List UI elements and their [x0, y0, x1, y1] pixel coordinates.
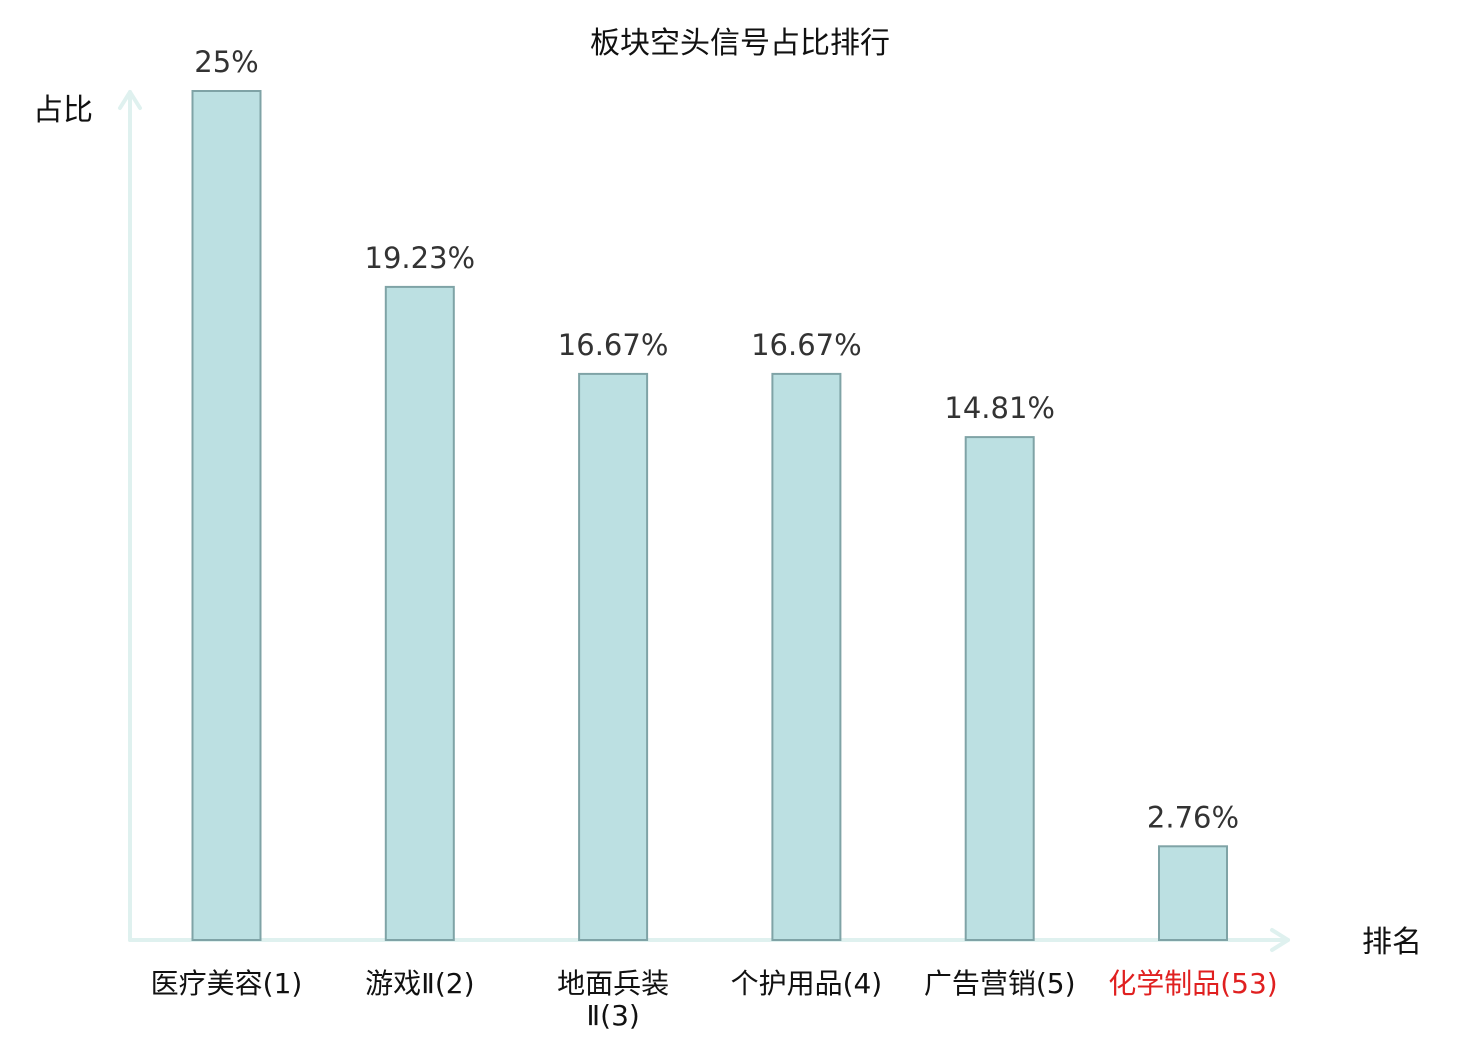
- x-tick-label: 广告营销(5): [924, 967, 1076, 1000]
- x-tick-label-line: Ⅱ(3): [586, 999, 639, 1032]
- x-tick-label-line: 广告营销(5): [924, 967, 1076, 1000]
- bar-value-label: 2.76%: [1147, 800, 1239, 834]
- x-tick-label-line: 医疗美容(1): [151, 967, 303, 1000]
- x-tick-label: 游戏Ⅱ(2): [365, 967, 474, 1000]
- x-tick-label-line: 游戏Ⅱ(2): [365, 967, 474, 1000]
- bar: [1158, 845, 1228, 941]
- x-tick-label-line: 地面兵装: [557, 967, 669, 1000]
- x-tick-label: 个护用品(4): [731, 967, 883, 1000]
- chart-title: 板块空头信号占比排行: [590, 26, 890, 61]
- bar-value-label: 16.67%: [558, 328, 669, 362]
- x-tick-label: 地面兵装 Ⅱ(3): [557, 967, 669, 1032]
- x-tick-label-group: 医疗美容(1) 游戏Ⅱ(2) 地面兵装 Ⅱ(3) 个护用品(4) 广告营销(5) 化学制品(…: [151, 967, 1278, 1032]
- bar-value-label: 25%: [194, 45, 258, 79]
- x-axis-label: 排名: [1362, 925, 1422, 960]
- y-axis-label: 占比: [33, 93, 93, 128]
- bar: [578, 372, 649, 941]
- bar: [964, 436, 1035, 941]
- bar: [191, 90, 262, 941]
- value-label-group: 25% 19.23% 16.67% 16.67% 14.81% 2.76%: [194, 45, 1239, 834]
- bar-value-label: 19.23%: [365, 241, 476, 275]
- bar: [771, 372, 842, 941]
- x-tick-label: 医疗美容(1): [151, 967, 303, 1000]
- x-tick-label-line: 个护用品(4): [731, 967, 883, 1000]
- x-tick-label: 化学制品(53): [1108, 967, 1277, 1000]
- x-tick-label-line: 化学制品(53): [1108, 967, 1277, 1000]
- bar-value-label: 14.81%: [944, 391, 1055, 425]
- bar-value-label: 16.67%: [751, 328, 862, 362]
- bar: [384, 285, 455, 941]
- x-axis-arrow: [1270, 928, 1290, 952]
- bar-group: [191, 90, 1228, 941]
- y-axis-arrow: [118, 90, 142, 110]
